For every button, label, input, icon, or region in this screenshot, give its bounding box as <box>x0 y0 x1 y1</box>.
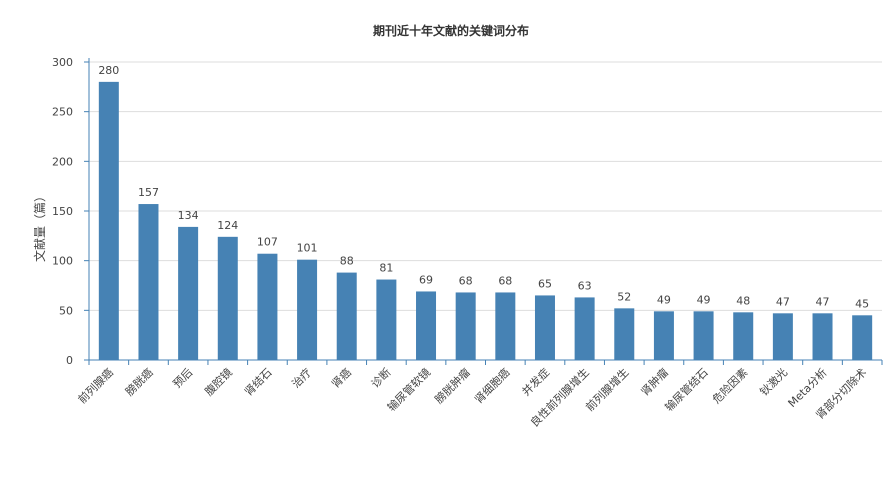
bar <box>376 279 397 360</box>
bar-value-label: 48 <box>736 294 750 307</box>
x-tick-label: 膀胱癌 <box>122 365 155 398</box>
bar <box>574 297 595 360</box>
bar <box>852 315 873 360</box>
x-tick-label: 并发症 <box>519 365 552 398</box>
y-tick-label: 150 <box>52 205 73 218</box>
bar <box>495 292 516 360</box>
bar-value-label: 52 <box>617 290 631 303</box>
bar-value-label: 47 <box>816 295 830 308</box>
x-tick-label: 肾肿瘤 <box>638 365 671 398</box>
x-tick-label: 治疗 <box>289 365 314 390</box>
y-tick-label: 50 <box>59 304 73 317</box>
data-labels: 280 157 134 124 107 101 88 81 69 68 68 65 63 52 49 49 48… <box>98 64 869 310</box>
y-axis-label: 文献量（篇） <box>32 190 47 262</box>
bar-value-label: 280 <box>98 64 119 77</box>
bar <box>138 204 159 360</box>
y-tick-label: 0 <box>66 354 73 367</box>
bar <box>653 311 674 360</box>
bar-value-label: 81 <box>379 262 393 275</box>
x-tick-label: 输尿管软镜 <box>384 365 433 414</box>
axes <box>84 58 883 365</box>
bar-value-label: 47 <box>776 295 790 308</box>
y-tick-label: 100 <box>52 255 73 268</box>
bar <box>534 295 555 360</box>
bar-value-label: 49 <box>657 293 671 306</box>
x-tick-label: 危险因素 <box>709 365 750 406</box>
bar <box>178 226 199 360</box>
bar-value-label: 63 <box>578 279 592 292</box>
bars <box>98 81 873 360</box>
chart-title: 期刊近十年文献的关键词分布 <box>373 23 529 38</box>
bar <box>455 292 476 360</box>
y-tick-label: 300 <box>52 56 73 69</box>
bar <box>217 236 238 360</box>
bar <box>416 291 437 360</box>
x-tick-label: 诊断 <box>368 365 393 390</box>
bar-value-label: 68 <box>459 274 473 287</box>
x-tick-label: 前列腺癌 <box>75 365 116 406</box>
y-tick-label: 250 <box>52 106 73 119</box>
bar-value-label: 68 <box>498 274 512 287</box>
x-tick-label: 输尿管结石 <box>662 365 711 414</box>
y-tick-labels: 0 50 100 150 200 250 300 <box>52 56 73 367</box>
bar <box>693 311 714 360</box>
bar-value-label: 124 <box>217 219 238 232</box>
grid-lines <box>89 61 882 311</box>
bar <box>257 253 278 360</box>
bar <box>336 272 357 360</box>
bar-value-label: 88 <box>340 255 354 268</box>
bar-value-label: 69 <box>419 273 433 286</box>
bar-value-label: 65 <box>538 277 552 290</box>
x-tick-label: 肾结石 <box>242 366 275 399</box>
bar-value-label: 101 <box>297 242 318 255</box>
bar <box>733 312 754 360</box>
bar <box>812 313 833 360</box>
bar <box>297 259 318 360</box>
bar <box>772 313 793 360</box>
x-tick-label: 膀胱肿瘤 <box>432 365 473 406</box>
x-tick-label: 钬激光 <box>757 365 790 398</box>
bar-value-label: 49 <box>697 293 711 306</box>
bar-value-label: 157 <box>138 186 159 199</box>
bar-value-label: 134 <box>178 209 199 222</box>
x-tick-label: 前列腺增生 <box>583 365 632 414</box>
bar-value-label: 45 <box>855 297 869 310</box>
y-tick-label: 200 <box>52 155 73 168</box>
bar <box>614 308 635 360</box>
x-tick-label: 预后 <box>170 366 195 391</box>
bar <box>98 81 119 360</box>
x-tick-label: 肾细胞癌 <box>471 365 512 406</box>
x-tick-label: 腹腔镜 <box>202 365 235 398</box>
x-tick-label: 肾癌 <box>328 365 353 390</box>
bar-value-label: 107 <box>257 236 278 249</box>
